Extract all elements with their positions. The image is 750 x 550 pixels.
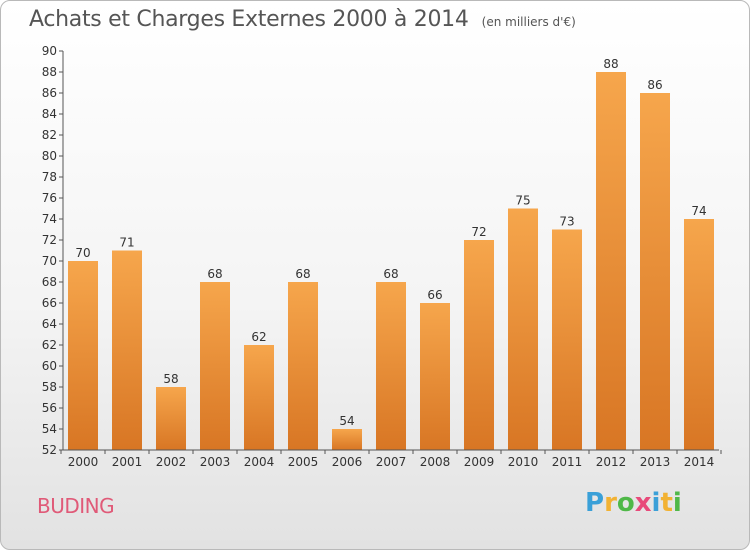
x-tick-label-2007: 2007 (376, 455, 407, 469)
y-tick-label: 66 (42, 296, 57, 310)
x-axis: 2000 2001 2002 2003 2004 2005 2006 2007 2008 2009… (60, 449, 722, 469)
y-tick-label: 58 (42, 380, 57, 394)
y-tick-label: 52 (42, 443, 57, 457)
data-label-2011: 73 (559, 215, 574, 229)
data-label-2007: 68 (383, 267, 398, 281)
x-tick-label-2008: 2008 (420, 455, 451, 469)
x-tick-label-2009: 2009 (464, 455, 495, 469)
y-tick-label: 90 (42, 44, 57, 58)
bar-2011 (552, 229, 582, 450)
data-label-2014: 74 (691, 204, 706, 218)
data-label-2001: 71 (119, 236, 134, 250)
data-label-2005: 68 (295, 267, 310, 281)
y-tick-label: 62 (42, 338, 57, 352)
logo-letter: i (651, 488, 661, 518)
y-tick-label: 64 (42, 317, 57, 331)
y-tick-label: 68 (42, 275, 57, 289)
bar-2009 (464, 240, 494, 450)
x-tick-label-2003: 2003 (200, 455, 231, 469)
y-tick-label: 74 (42, 212, 57, 226)
logo-letter: x (634, 488, 652, 518)
x-tick-label-2005: 2005 (288, 455, 319, 469)
bar-2007 (376, 282, 406, 450)
x-tick-label-2013: 2013 (640, 455, 671, 469)
commune-name: BUDING (37, 494, 115, 518)
bars-group: 70 71 58 68 62 68 54 68 66 72 75 73 88 86 74 (68, 57, 714, 450)
data-label-2013: 86 (647, 78, 662, 92)
logo-letter: o (616, 488, 635, 518)
x-tick-label-2012: 2012 (596, 455, 627, 469)
y-tick-label: 60 (42, 359, 57, 373)
bar-2014 (684, 219, 714, 450)
chart-title: Achats et Charges Externes 2000 à 2014 (29, 7, 469, 32)
data-label-2000: 70 (75, 246, 90, 260)
bar-2005 (288, 282, 318, 450)
bar-2013 (640, 93, 670, 450)
proxiti-logo[interactable]: Proxiti (585, 488, 682, 518)
bar-2001 (112, 250, 142, 450)
data-label-2010: 75 (515, 194, 530, 208)
x-tick-label-2000: 2000 (68, 455, 99, 469)
y-tick-label: 56 (42, 401, 57, 415)
logo-letter: i (672, 488, 682, 518)
bar-2012 (596, 72, 626, 450)
x-tick-label-2001: 2001 (112, 455, 143, 469)
bar-2000 (68, 261, 98, 450)
y-tick-label: 80 (42, 149, 57, 163)
x-tick-label-2002: 2002 (156, 455, 187, 469)
y-tick-label: 72 (42, 233, 57, 247)
bar-2003 (200, 282, 230, 450)
data-label-2012: 88 (603, 57, 618, 71)
y-axis: 52 54 56 58 60 62 64 66 68 70 72 74 76 78 80 82 84 86 88 90 (42, 44, 64, 457)
x-tick-label-2010: 2010 (508, 455, 539, 469)
bar-2002 (156, 387, 186, 450)
data-label-2003: 68 (207, 267, 222, 281)
y-tick-label: 54 (42, 422, 57, 436)
x-tick-label-2011: 2011 (552, 455, 583, 469)
y-tick-label: 70 (42, 254, 57, 268)
bar-2010 (508, 208, 538, 450)
data-label-2009: 72 (471, 225, 486, 239)
x-tick-label-2004: 2004 (244, 455, 275, 469)
y-tick-label: 86 (42, 86, 57, 100)
bar-2008 (420, 303, 450, 450)
y-tick-label: 78 (42, 170, 57, 184)
logo-letter: t (660, 488, 673, 518)
title-row: Achats et Charges Externes 2000 à 2014 (… (29, 7, 576, 32)
x-tick-label-2014: 2014 (684, 455, 715, 469)
data-label-2006: 54 (339, 414, 354, 428)
y-tick-label: 82 (42, 128, 57, 142)
data-label-2008: 66 (427, 288, 442, 302)
y-tick-label: 76 (42, 191, 57, 205)
bar-2004 (244, 345, 274, 450)
y-tick-label: 84 (42, 107, 57, 121)
chart-subtitle: (en milliers d'€) (481, 15, 576, 29)
bar-2006 (332, 429, 362, 450)
x-tick-label-2006: 2006 (332, 455, 363, 469)
y-tick-label: 88 (42, 65, 57, 79)
logo-letter: r (604, 488, 617, 518)
data-label-2004: 62 (251, 330, 266, 344)
data-label-2002: 58 (163, 372, 178, 386)
logo-letter: P (585, 488, 605, 518)
